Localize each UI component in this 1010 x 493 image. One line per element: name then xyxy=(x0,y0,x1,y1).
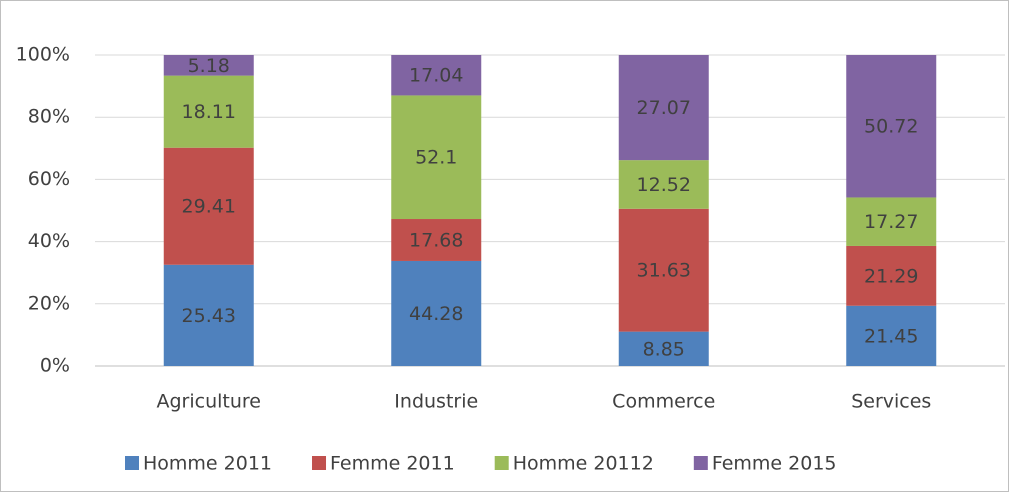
bar-segment xyxy=(163,55,254,76)
data-label: 17.68 xyxy=(409,229,463,251)
bar-segment xyxy=(618,208,709,332)
y-tick-label: 100% xyxy=(16,44,70,66)
bar-segment xyxy=(618,55,709,161)
x-tick-label: Industrie xyxy=(394,391,478,413)
data-label: 27.07 xyxy=(637,97,691,119)
data-label: 25.43 xyxy=(182,305,236,327)
data-label: 31.63 xyxy=(637,260,691,282)
x-tick-label: Services xyxy=(851,391,931,413)
data-label: 44.28 xyxy=(409,303,463,325)
y-tick-label: 80% xyxy=(28,106,70,128)
data-label: 8.85 xyxy=(643,338,685,360)
legend-label: Homme 2011 xyxy=(143,453,272,475)
data-label: 52.1 xyxy=(415,147,457,169)
bar-segment xyxy=(391,55,482,96)
bar-segment xyxy=(846,305,937,366)
legend-swatch xyxy=(693,456,708,470)
bar-segment xyxy=(846,197,937,246)
legend-label: Femme 2011 xyxy=(330,453,455,475)
data-label: 5.18 xyxy=(188,55,230,77)
data-label: 12.52 xyxy=(637,174,691,196)
bar-segment xyxy=(163,147,254,265)
data-label: 29.41 xyxy=(182,196,236,218)
bar-segment xyxy=(163,75,254,148)
legend-label: Homme 20112 xyxy=(513,453,654,475)
x-tick-label: Commerce xyxy=(612,391,715,413)
y-tick-label: 40% xyxy=(28,230,70,252)
data-label: 50.72 xyxy=(864,116,918,138)
legend-swatch xyxy=(312,456,327,470)
data-label: 17.04 xyxy=(409,65,463,87)
y-tick-label: 0% xyxy=(40,355,70,377)
bar-segment xyxy=(391,95,482,220)
bar-segment xyxy=(618,331,709,366)
data-label: 21.45 xyxy=(864,325,918,347)
y-tick-label: 20% xyxy=(28,292,70,314)
bar-segment xyxy=(618,160,709,209)
bar-segment xyxy=(163,264,254,366)
legend-swatch xyxy=(494,456,509,470)
legend-label: Femme 2015 xyxy=(712,453,837,475)
bar-segment xyxy=(391,260,482,366)
data-label: 18.11 xyxy=(182,101,236,123)
bar-segment xyxy=(846,55,937,198)
y-tick-label: 60% xyxy=(28,168,70,190)
data-label: 17.27 xyxy=(864,211,918,233)
data-label: 21.29 xyxy=(864,265,918,287)
x-tick-label: Agriculture xyxy=(157,391,262,413)
legend-swatch xyxy=(125,456,139,470)
bar-segment xyxy=(391,219,482,261)
bar-segment xyxy=(846,245,937,306)
